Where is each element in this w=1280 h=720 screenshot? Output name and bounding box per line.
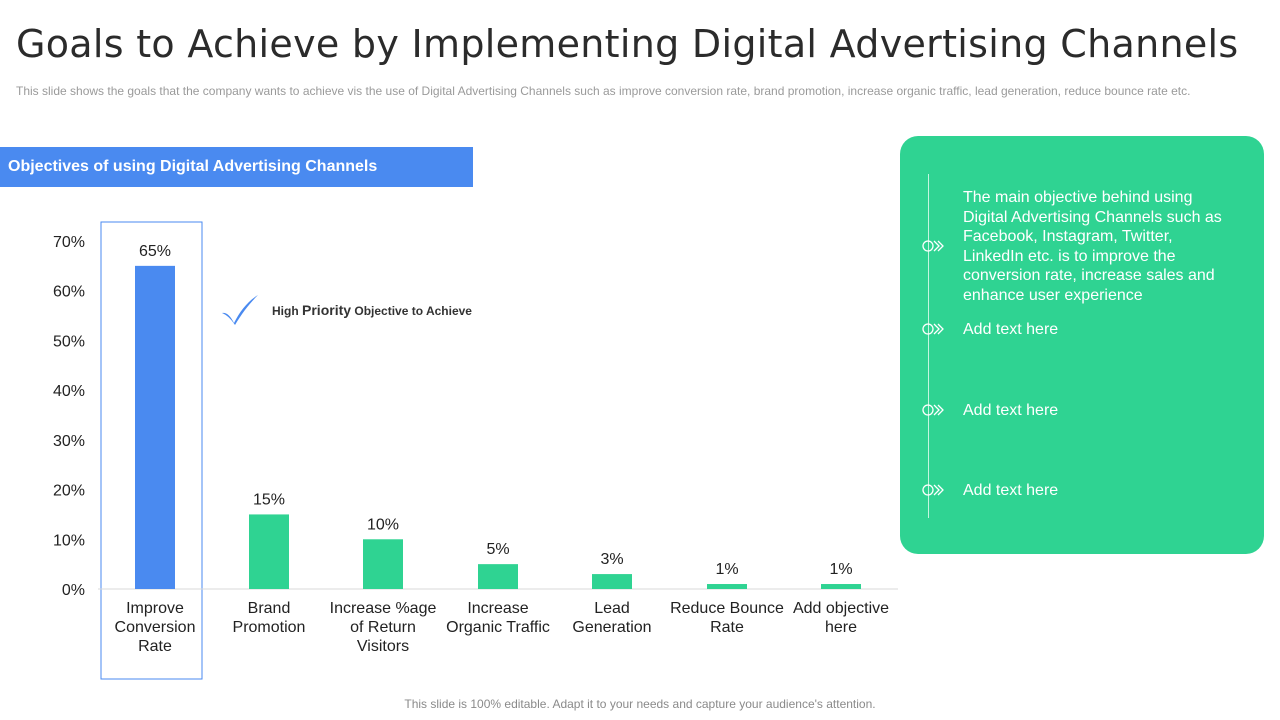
page-title: Goals to Achieve by Implementing Digital… [16,22,1239,66]
panel-item-text: Add text here [963,482,1059,499]
category-label-line: Visitors [357,638,409,655]
panel-item-text: Add text here [963,321,1059,338]
category-label-line: Increase [467,600,528,617]
data-label: 5% [486,541,509,558]
category-label-line: Generation [572,619,651,636]
bar [249,514,289,589]
category-label: Increase %age of Return Visitors [330,600,437,655]
y-tick-label: 0% [62,582,85,599]
priority-suffix: Objective to Achieve [354,304,472,318]
category-label: Improve Conversion Rate [115,600,196,655]
category-label-line: Rate [710,619,744,636]
bar [478,564,518,589]
y-tick-label: 30% [53,433,85,450]
data-label: 65% [139,243,171,260]
category-label-line: Promotion [233,619,306,636]
y-tick-label: 60% [53,284,85,301]
bar [707,584,747,589]
section-header: Objectives of using Digital Advertising … [0,147,473,187]
y-tick-label: 10% [53,532,85,549]
category-label-line: Improve [126,600,184,617]
objectives-panel: The main objective behind using Digital … [900,136,1264,554]
timeline-marker-icon [922,484,944,496]
footer-note: This slide is 100% editable. Adapt it to… [404,697,876,711]
bar [821,584,861,589]
panel-item-text: Add text here [963,402,1059,419]
data-label: 1% [715,561,738,578]
data-label: 3% [600,551,623,568]
priority-label: High Priority Objective to Achieve [272,302,472,318]
y-tick-label: 20% [53,483,85,500]
y-tick-label: 50% [53,333,85,350]
category-label: Brand Promotion [233,600,306,636]
category-label-line: here [825,619,857,636]
category-label-line: Organic Traffic [446,619,550,636]
category-label-line: Rate [138,638,172,655]
data-label: 10% [367,516,399,533]
category-label: Add objective here [793,600,889,636]
y-tick-label: 70% [53,234,85,251]
panel-item-text: The main objective behind using Digital … [963,189,1222,304]
category-label-line: Lead [594,600,630,617]
category-label-line: of Return [350,619,416,636]
bar-chart: 0% 10% 20% 30% 40% 50% 60% 70% 65% Improve Convers… [53,221,898,680]
checkmark-icon [222,295,258,325]
bar [363,539,403,589]
priority-callout: High Priority Objective to Achieve [220,293,472,327]
category-label: Reduce Bounce Rate [670,600,784,636]
timeline-line [928,174,929,518]
category-label-line: Reduce Bounce [670,600,784,617]
bar [135,265,175,589]
category-label-line: Conversion [115,619,196,636]
timeline-marker-icon [922,404,944,416]
priority-emphasis: Priority [302,302,352,318]
page-subtitle: This slide shows the goals that the comp… [16,84,1191,98]
category-label-line: Brand [248,600,291,617]
priority-prefix: High [272,304,299,318]
bar [592,574,632,589]
highlight-frame [100,221,203,680]
category-label: Lead Generation [572,600,651,636]
timeline-marker-icon [922,240,944,252]
y-tick-label: 40% [53,383,85,400]
data-label: 1% [829,561,852,578]
category-label-line: Add objective [793,600,889,617]
data-label: 15% [253,491,285,508]
timeline-marker-icon [922,323,944,335]
category-label: Increase Organic Traffic [446,600,550,636]
category-label-line: Increase %age [330,600,437,617]
